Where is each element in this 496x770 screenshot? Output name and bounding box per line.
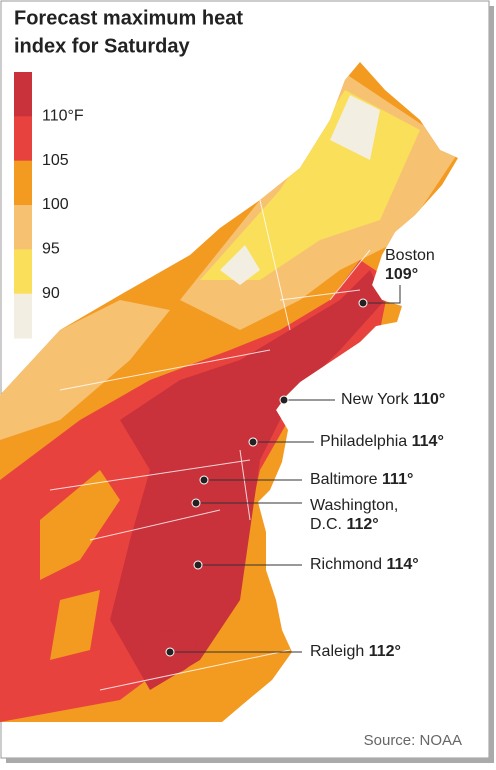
legend: 110°F 105 100 95 90 <box>14 72 84 339</box>
legend-swatch <box>14 293 32 339</box>
legend-swatch <box>14 72 32 117</box>
city-temp: 109° <box>385 266 418 283</box>
legend-label: 110°F <box>42 108 84 125</box>
city-temp: 112° <box>369 643 401 660</box>
city-dot <box>199 475 209 485</box>
city-label: Raleigh 112° <box>310 643 401 660</box>
leader-line <box>363 285 401 304</box>
city-temp: 110° <box>413 391 445 408</box>
city-dot <box>279 395 289 405</box>
legend-swatch <box>14 205 32 250</box>
city-name: Baltimore <box>310 471 378 488</box>
city-dot <box>165 647 175 657</box>
city-name: Philadelphia <box>320 433 407 450</box>
city-dot <box>193 560 203 570</box>
legend-label: 100 <box>42 196 69 213</box>
city-label: D.C. 112° <box>310 516 379 533</box>
city-name: Richmond <box>310 556 382 573</box>
city-labels: Boston 109° New York 110° Philadelphia 114°… <box>165 247 445 660</box>
source: Source: NOAA <box>364 732 462 749</box>
city-temp: 114° <box>412 433 444 450</box>
city-temp: 114° <box>386 556 418 573</box>
city-label: Philadelphia 114° <box>320 433 444 450</box>
frame-shadow <box>6 758 494 763</box>
city-dot <box>358 298 368 308</box>
legend-swatch <box>14 116 32 162</box>
city-temp: 112° <box>346 516 378 533</box>
city-label: Baltimore 111° <box>310 471 413 488</box>
city-name: New York <box>341 391 410 408</box>
legend-label: 95 <box>42 241 60 258</box>
city-name: Washington, <box>310 497 398 514</box>
city-name: Raleigh <box>310 643 364 660</box>
city-label: New York 110° <box>341 391 445 408</box>
city-dot <box>248 437 258 447</box>
city-temp: 111° <box>382 471 413 488</box>
frame-shadow <box>489 6 494 761</box>
city-label: Richmond 114° <box>310 556 419 573</box>
title: index for Saturday <box>14 35 190 57</box>
legend-swatch <box>14 249 32 295</box>
city-dot <box>191 498 201 508</box>
legend-swatch <box>14 160 32 206</box>
legend-label: 90 <box>42 285 60 302</box>
city-name: Boston <box>385 247 435 264</box>
legend-label: 105 <box>42 152 69 169</box>
title: Forecast maximum heat <box>14 7 243 29</box>
city-name: D.C. <box>310 516 342 533</box>
